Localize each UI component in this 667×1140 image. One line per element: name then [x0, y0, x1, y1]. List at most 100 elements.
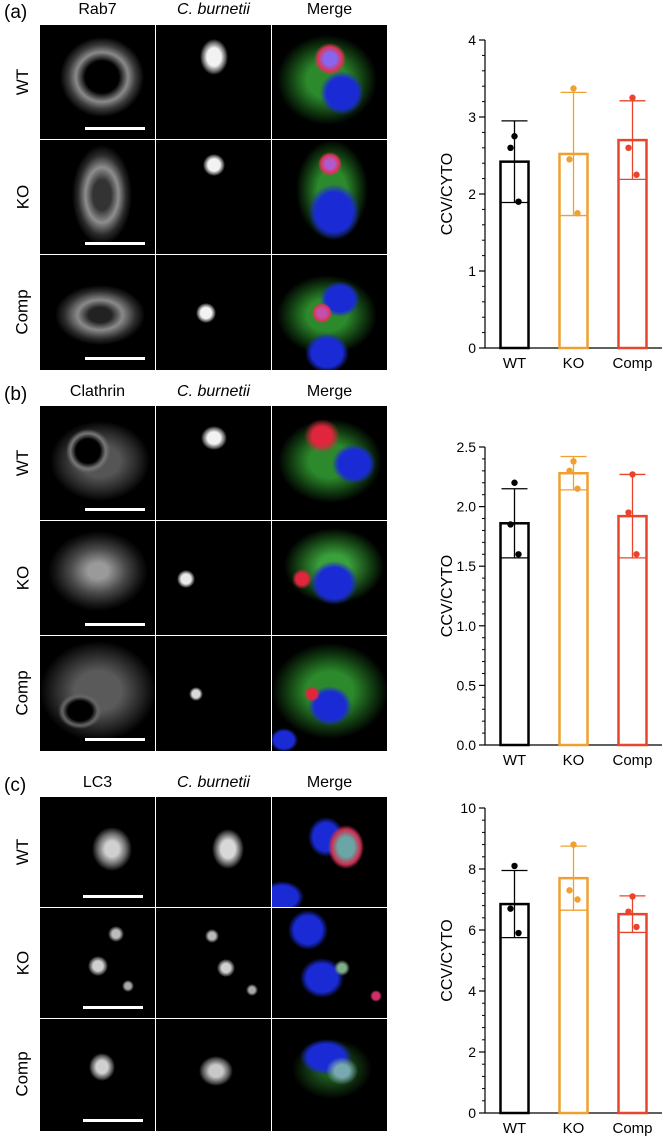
y-tick-label: 2 — [468, 1044, 476, 1060]
scale-bar — [85, 508, 145, 511]
row-label-ko: KO — [13, 565, 32, 591]
bar — [558, 876, 589, 1115]
y-tick-label: 0 — [468, 1105, 476, 1121]
micrograph-comp-rab7 — [40, 255, 155, 370]
column-header-marker: Rab7 — [78, 1, 117, 18]
data-point — [515, 551, 522, 558]
micrograph-grid — [40, 406, 387, 751]
bar-chart-c: CCV/CYTO 0 2 4 6 8 10 WT KO Comp — [439, 800, 662, 1137]
micrograph-wt-cburnetii — [156, 25, 271, 139]
y-tick-label: 0 — [468, 340, 476, 356]
data-point — [625, 908, 632, 915]
micrograph-ko-lc3 — [40, 908, 155, 1018]
x-tick-label: Comp — [612, 355, 652, 372]
data-point — [566, 156, 573, 163]
panel-letter: (a) — [4, 2, 28, 23]
y-tick-label: 1.0 — [457, 618, 477, 634]
y-tick-label: 6 — [468, 922, 476, 938]
micrograph-wt-merge — [272, 797, 387, 907]
micrograph-comp-lc3 — [40, 1019, 155, 1131]
bar-chart-b: CCV/CYTO 0.0 0.5 1.0 1.5 2.0 2.5 WT KO Comp — [439, 439, 662, 769]
y-tick-label: 0.5 — [457, 677, 477, 693]
column-header-marker: Clathrin — [69, 383, 126, 400]
data-point — [515, 929, 522, 937]
row-label-ko: KO — [13, 184, 32, 210]
data-point — [507, 521, 514, 528]
column-header-marker: LC3 — [82, 774, 113, 791]
micrograph-comp-merge — [272, 1019, 387, 1131]
micrograph-wt-clathrin — [40, 406, 155, 520]
row-label-wt: WT — [13, 449, 32, 477]
y-tick-label: 2.5 — [457, 439, 477, 455]
panel-b: (b) Clathrin C. burnetii Merge WT KO Com… — [0, 382, 667, 772]
y-axis-label: CCV/CYTO — [439, 153, 456, 235]
micrograph-comp-merge — [272, 636, 387, 751]
data-point — [570, 458, 577, 465]
data-point — [507, 144, 514, 151]
y-tick-label: 10 — [460, 800, 476, 816]
x-tick-label: Comp — [612, 752, 652, 769]
micrograph-wt-rab7 — [40, 25, 155, 139]
micrograph-grid — [40, 25, 387, 370]
scale-bar — [85, 738, 145, 741]
row-label-comp: Comp — [13, 670, 33, 716]
column-header-bacteria: C. burnetii — [177, 1, 250, 18]
y-tick-label: 3 — [468, 109, 476, 125]
column-header-merge: Merge — [306, 774, 353, 791]
data-point — [511, 479, 518, 486]
data-point — [574, 896, 581, 903]
micrograph-ko-merge — [272, 521, 387, 635]
micrograph-comp-clathrin — [40, 636, 155, 751]
x-tick-label: KO — [563, 752, 585, 769]
panel-letter: (b) — [4, 384, 28, 405]
scale-bar — [85, 242, 145, 245]
data-point — [629, 94, 636, 101]
y-tick-label: 0.0 — [457, 737, 477, 753]
micrograph-comp-cburnetii — [156, 255, 271, 370]
y-tick-label: 4 — [468, 983, 476, 999]
data-point — [570, 841, 577, 848]
micrograph-wt-merge — [272, 406, 387, 520]
micrograph-wt-lc3 — [40, 797, 155, 907]
data-point — [633, 171, 640, 178]
data-point — [511, 862, 518, 870]
x-tick-label: KO — [563, 355, 585, 372]
scale-bar — [83, 895, 143, 898]
panel-a: (a) Rab7 C. burnetii Merge WT KO Comp CC… — [0, 0, 667, 372]
micrograph-comp-merge — [272, 255, 387, 370]
y-axis-label: CCV/CYTO — [439, 555, 456, 637]
data-point — [570, 85, 577, 92]
y-tick-label: 1 — [468, 263, 476, 279]
data-point — [625, 509, 632, 516]
y-axis-label: CCV/CYTO — [439, 919, 456, 1001]
x-tick-label: WT — [503, 1120, 526, 1137]
panel-letter: (c) — [4, 775, 27, 796]
row-label-wt: WT — [13, 68, 32, 96]
column-header-bacteria: C. burnetii — [177, 383, 250, 400]
y-tick-label: 8 — [468, 861, 476, 877]
micrograph-ko-merge — [272, 140, 387, 254]
data-point — [566, 467, 573, 475]
micrograph-comp-cburnetii — [156, 1019, 271, 1131]
micrograph-ko-clathrin — [40, 521, 155, 635]
micrograph-comp-cburnetii — [156, 636, 271, 751]
scale-bar — [83, 1006, 143, 1009]
data-point — [629, 893, 636, 900]
bar-chart-a: CCV/CYTO 0 1 2 3 4 WT KO Comp — [439, 32, 662, 372]
x-tick-label: KO — [563, 1120, 585, 1137]
y-tick-label: 2 — [468, 186, 476, 202]
data-point — [633, 923, 640, 931]
x-tick-label: WT — [503, 752, 526, 769]
micrograph-ko-cburnetii — [156, 521, 271, 635]
row-label-comp: Comp — [13, 1051, 33, 1097]
micrograph-ko-cburnetii — [156, 908, 271, 1018]
y-tick-label: 4 — [468, 32, 476, 48]
bar — [617, 912, 648, 1115]
data-point — [625, 144, 632, 151]
data-point — [633, 551, 640, 558]
data-point — [629, 471, 636, 478]
scale-bar — [85, 623, 145, 626]
row-label-wt: WT — [13, 838, 32, 866]
data-point — [566, 887, 573, 894]
panel-c: (c) LC3 C. burnetii Merge WT KO Comp CCV… — [0, 773, 667, 1140]
